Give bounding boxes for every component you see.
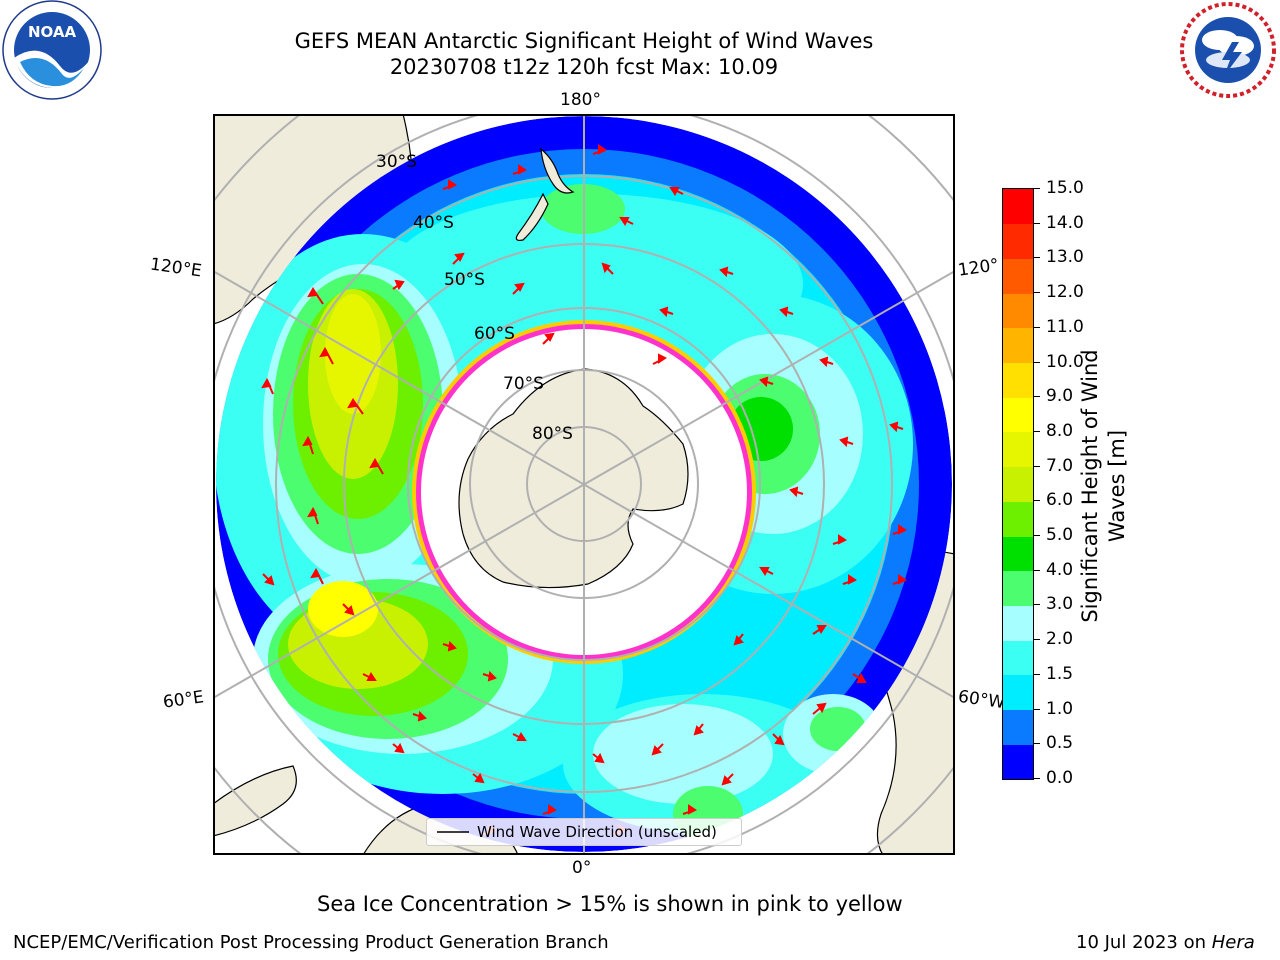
legend-line-icon (437, 831, 469, 833)
colorbar-tick-mark (1034, 639, 1040, 641)
colorbar-segment (1003, 293, 1033, 329)
colorbar-ticks: 0.0 0.5 1.0 1.5 2.0 3.0 4.0 5.0 6.0 7.0 8.0 9.0 10.0… (1034, 178, 1124, 788)
footer-date-prefix: 10 Jul 2023 on (1076, 932, 1212, 953)
colorbar-segment (1003, 223, 1033, 259)
africa-landmass (213, 765, 297, 837)
colorbar-tick-label: 1.0 (1046, 698, 1074, 719)
colorbar-tick-label: 0.5 (1046, 733, 1074, 754)
colorbar-segment (1003, 327, 1033, 364)
footer-producer: NCEP/EMC/Verification Post Processing Pr… (13, 932, 609, 953)
nws-logo-icon (1176, 0, 1280, 100)
colorbar-tick-label: 11.0 (1046, 316, 1084, 337)
colorbar-segment (1003, 709, 1033, 745)
colorbar-tick-mark (1034, 743, 1040, 745)
colorbar-tick-label: 15.0 (1046, 178, 1084, 198)
colorbar-tick-mark (1034, 292, 1040, 294)
lat-label-80s: 80°S (532, 424, 573, 444)
noaa-logo-icon: NOAA (0, 0, 104, 100)
colorbar-tick-label: 6.0 (1046, 490, 1074, 511)
footer-machine: Hera (1211, 932, 1255, 953)
lon-label-120w: 120° (956, 255, 1001, 281)
colorbar-tick-mark (1034, 326, 1040, 328)
colorbar-tick-mark (1034, 673, 1040, 675)
colorbar-tick-mark (1034, 604, 1040, 606)
colorbar-tick-label: 5.0 (1046, 525, 1074, 546)
colorbar-tick-mark (1034, 222, 1040, 224)
map-title: GEFS MEAN Antarctic Significant Height o… (294, 29, 874, 53)
colorbar-tick-label: 7.0 (1046, 455, 1074, 476)
colorbar-segment (1003, 640, 1033, 676)
colorbar-label-line1: Significant Height of Wind (1078, 349, 1102, 623)
colorbar-tick-mark (1034, 778, 1040, 779)
colorbar-segment (1003, 431, 1033, 468)
colorbar-segment (1003, 570, 1033, 606)
colorbar-tick-mark (1034, 396, 1040, 398)
lat-label-40s: 40°S (413, 213, 454, 233)
colorbar-segment (1003, 501, 1033, 537)
lon-label-0: 0° (572, 858, 592, 878)
colorbar-tick-mark (1034, 465, 1040, 467)
colorbar-segment (1003, 536, 1033, 572)
lon-label-180: 180° (560, 90, 601, 110)
colorbar-tick-mark (1034, 535, 1040, 537)
colorbar-tick-label: 0.0 (1046, 768, 1074, 788)
colorbar-segment (1003, 674, 1033, 711)
colorbar-tick-label: 9.0 (1046, 386, 1074, 407)
colorbar-tick-label: 14.0 (1046, 212, 1084, 233)
colorbar-tick-mark (1034, 500, 1040, 502)
colorbar-tick-label: 1.5 (1046, 663, 1074, 684)
colorbar-tick-mark (1034, 361, 1040, 363)
lon-label-60w: 60°W (956, 686, 1007, 714)
colorbar-tick-label: 2.0 (1046, 629, 1074, 650)
legend-label: Wind Wave Direction (unscaled) (477, 823, 717, 841)
colorbar-tick-label: 3.0 (1046, 594, 1074, 615)
colorbar-segment (1003, 258, 1033, 294)
lat-label-60s: 60°S (474, 324, 515, 344)
wind-wave-vectors (261, 144, 907, 835)
antarctic-wave-map (213, 114, 955, 855)
colorbar (1002, 188, 1034, 780)
colorbar-tick-mark (1034, 569, 1040, 571)
colorbar-segment (1003, 744, 1033, 780)
colorbar-label-line2: Waves [m] (1105, 429, 1129, 543)
colorbar-segment (1003, 466, 1033, 502)
sea-ice-note: Sea Ice Concentration > 15% is shown in … (317, 892, 903, 916)
map-subtitle: 20230708 t12z 120h fcst Max: 10.09 (389, 55, 779, 79)
lon-label-60e: 60°E (161, 687, 206, 713)
colorbar-segment (1003, 397, 1033, 433)
noaa-logo-text: NOAA (28, 23, 77, 41)
colorbar-segment (1003, 362, 1033, 398)
colorbar-tick-label: 8.0 (1046, 420, 1074, 441)
lat-label-50s: 50°S (444, 270, 485, 290)
lat-label-30s: 30°S (376, 152, 417, 172)
colorbar-tick-mark (1034, 708, 1040, 710)
colorbar-tick-mark (1034, 257, 1040, 259)
colorbar-tick-mark (1034, 430, 1040, 432)
map-legend: Wind Wave Direction (unscaled) (426, 818, 742, 846)
new-zealand-landmass (515, 147, 575, 241)
colorbar-tick-label: 13.0 (1046, 247, 1084, 268)
lat-label-70s: 70°S (503, 374, 544, 394)
colorbar-tick-label: 4.0 (1046, 559, 1074, 580)
colorbar-tick-label: 12.0 (1046, 282, 1084, 303)
colorbar-tick-mark (1034, 188, 1040, 189)
colorbar-segment (1003, 189, 1033, 225)
lon-label-120e: 120°E (148, 254, 203, 282)
colorbar-segment (1003, 605, 1033, 641)
colorbar-tick-label: 10.0 (1046, 351, 1084, 372)
footer-date: 10 Jul 2023 on Hera (1076, 932, 1255, 954)
